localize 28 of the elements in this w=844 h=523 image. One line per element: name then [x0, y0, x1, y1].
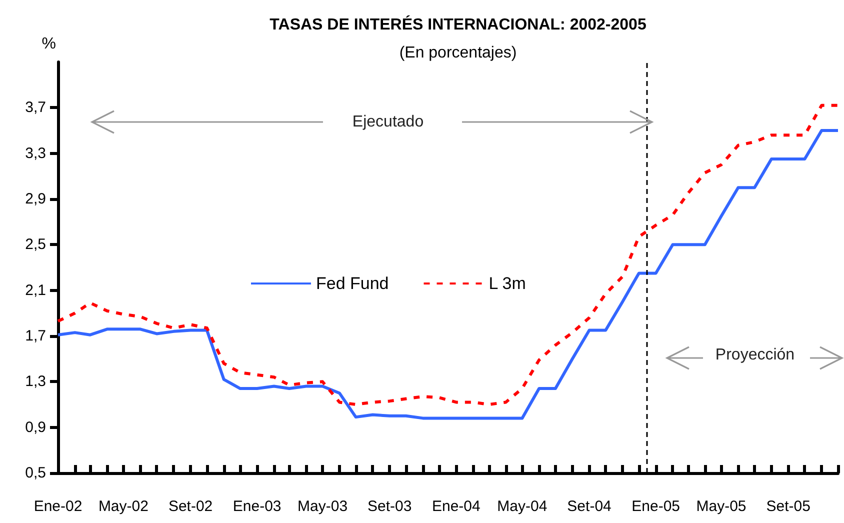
annotation: Proyección: [715, 346, 795, 364]
x-tick-label: Set-02: [168, 498, 213, 515]
x-tick-label: May-03: [298, 498, 348, 515]
y-tick-label: 3,3: [25, 144, 46, 162]
chart-subtitle: (En porcentajes): [399, 44, 517, 62]
x-tick-label: Set-03: [368, 498, 412, 515]
y-tick-label: 2,5: [25, 236, 46, 254]
x-tick-label: Ene-02: [34, 498, 82, 515]
y-tick-label: 1,7: [25, 328, 46, 344]
x-tick-label: May-04: [497, 498, 548, 515]
legend-label: L 3m: [488, 274, 526, 293]
x-tick-label: Ene-03: [232, 498, 282, 515]
y-tick-label: 3,7: [25, 99, 46, 116]
x-tick-label: Ene-05: [632, 498, 680, 515]
y-tick-label: 1,3: [25, 373, 46, 390]
x-tick-label: Ene-04: [432, 498, 480, 515]
legend-label: Fed Fund: [316, 274, 389, 293]
annotation: Ejecutado: [352, 114, 424, 130]
x-tick-label: May-02: [98, 498, 148, 515]
chart-title: TASAS DE INTERÉS INTERNACIONAL: 2002-2005: [270, 14, 646, 34]
x-tick-label: May-05: [696, 498, 746, 515]
y-tick-label: 2,1: [25, 282, 46, 299]
x-tick-label: Set-04: [567, 498, 612, 515]
y-tick-label: 0,5: [25, 464, 46, 482]
x-tick-label: Set-05: [766, 498, 810, 515]
y-tick-label: 2,9: [25, 190, 46, 208]
y-axis-title: %: [42, 36, 56, 52]
y-tick-label: 0,9: [25, 418, 46, 436]
